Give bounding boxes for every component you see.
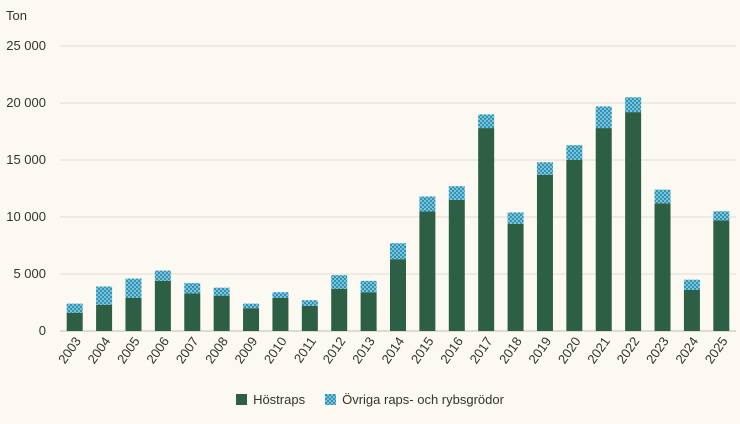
x-tick-label: 2007 — [173, 334, 202, 366]
y-tick-label: 25 000 — [6, 38, 46, 53]
bar-ovriga — [419, 196, 436, 212]
bar-ovriga — [213, 287, 230, 296]
x-tick-label: 2019 — [525, 334, 554, 366]
x-tick-label: 2013 — [349, 334, 378, 366]
bar-hostraps — [96, 304, 113, 331]
bar-hostraps — [184, 293, 201, 331]
bar-hostraps — [272, 297, 289, 331]
y-tick-label: 15 000 — [6, 152, 46, 167]
bar-ovriga — [536, 162, 553, 175]
x-tick-label: 2011 — [291, 334, 319, 366]
legend: Höstraps Övriga raps- och rybsgrödor — [0, 392, 740, 407]
bars — [66, 97, 730, 332]
legend-swatch-ovriga — [325, 394, 337, 405]
bar-ovriga — [654, 189, 671, 204]
y-tick-label: 10 000 — [6, 209, 46, 224]
x-tick-label: 2010 — [261, 334, 290, 366]
bar-ovriga — [66, 303, 83, 313]
bar-ovriga — [272, 292, 289, 298]
bar-hostraps — [683, 289, 700, 331]
bar-ovriga — [713, 211, 730, 221]
bar-ovriga — [507, 212, 524, 224]
x-tick-label: 2021 — [584, 334, 613, 366]
legend-item-hostraps: Höstraps — [236, 392, 305, 407]
x-tick-label: 2020 — [555, 334, 584, 366]
legend-swatch-hostraps — [236, 394, 248, 405]
y-tick-label: 5 000 — [13, 266, 46, 281]
x-tick-label: 2017 — [467, 334, 496, 366]
bar-ovriga — [566, 145, 583, 160]
x-tick-label: 2014 — [378, 334, 407, 366]
x-tick-label: 2008 — [202, 334, 231, 366]
bar-ovriga — [625, 97, 642, 113]
bar-ovriga — [184, 283, 201, 294]
x-tick-label: 2022 — [614, 334, 643, 366]
bar-hostraps — [566, 160, 583, 331]
x-tick-label: 2004 — [84, 334, 113, 366]
bar-hostraps — [213, 295, 230, 331]
y-tick-label: 0 — [39, 323, 46, 338]
bar-hostraps — [507, 223, 524, 331]
bar-hostraps — [625, 112, 642, 332]
bar-ovriga — [301, 300, 318, 306]
legend-label-hostraps: Höstraps — [253, 392, 306, 407]
x-tick-label: 2015 — [408, 334, 437, 366]
x-tick-label: 2006 — [143, 334, 172, 366]
x-tick-label: 2024 — [672, 334, 701, 366]
legend-label-ovriga: Övriga raps- och rybsgrödor — [342, 392, 504, 407]
x-tick-label: 2012 — [320, 334, 349, 366]
bar-hostraps — [713, 220, 730, 331]
bar-ovriga — [683, 279, 700, 290]
bar-ovriga — [448, 186, 465, 200]
x-tick-label: 2025 — [702, 334, 731, 366]
x-tick-label: 2023 — [643, 334, 672, 366]
x-tick-label: 2005 — [114, 334, 143, 366]
bar-ovriga — [390, 243, 406, 260]
bar-ovriga — [125, 278, 142, 298]
bar-hostraps — [125, 297, 142, 331]
y-tick-label: 20 000 — [6, 95, 46, 110]
bar-hostraps — [448, 199, 465, 331]
bar-hostraps — [654, 203, 671, 331]
bar-hostraps — [595, 128, 612, 331]
bar-hostraps — [360, 292, 377, 331]
bar-ovriga — [360, 280, 377, 293]
bar-hostraps — [301, 305, 318, 331]
x-tick-label: 2003 — [55, 334, 84, 366]
x-tick-label: 2009 — [231, 334, 260, 366]
legend-item-ovriga: Övriga raps- och rybsgrödor — [325, 392, 504, 407]
bar-ovriga — [96, 286, 113, 305]
bar-ovriga — [478, 114, 495, 129]
bar-ovriga — [154, 270, 171, 281]
bar-ovriga — [595, 106, 612, 129]
bar-hostraps — [390, 259, 406, 331]
y-axis-unit-label: Ton — [6, 8, 27, 23]
bar-hostraps — [154, 280, 171, 331]
bar-hostraps — [243, 308, 260, 331]
bar-hostraps — [331, 288, 348, 331]
bar-hostraps — [419, 211, 436, 331]
bar-hostraps — [478, 128, 495, 331]
bar-hostraps — [66, 312, 83, 331]
bar-ovriga — [331, 275, 348, 289]
bar-hostraps — [536, 174, 553, 331]
x-tick-label: 2018 — [496, 334, 525, 366]
x-tick-label: 2016 — [437, 334, 466, 366]
bar-ovriga — [243, 303, 260, 309]
